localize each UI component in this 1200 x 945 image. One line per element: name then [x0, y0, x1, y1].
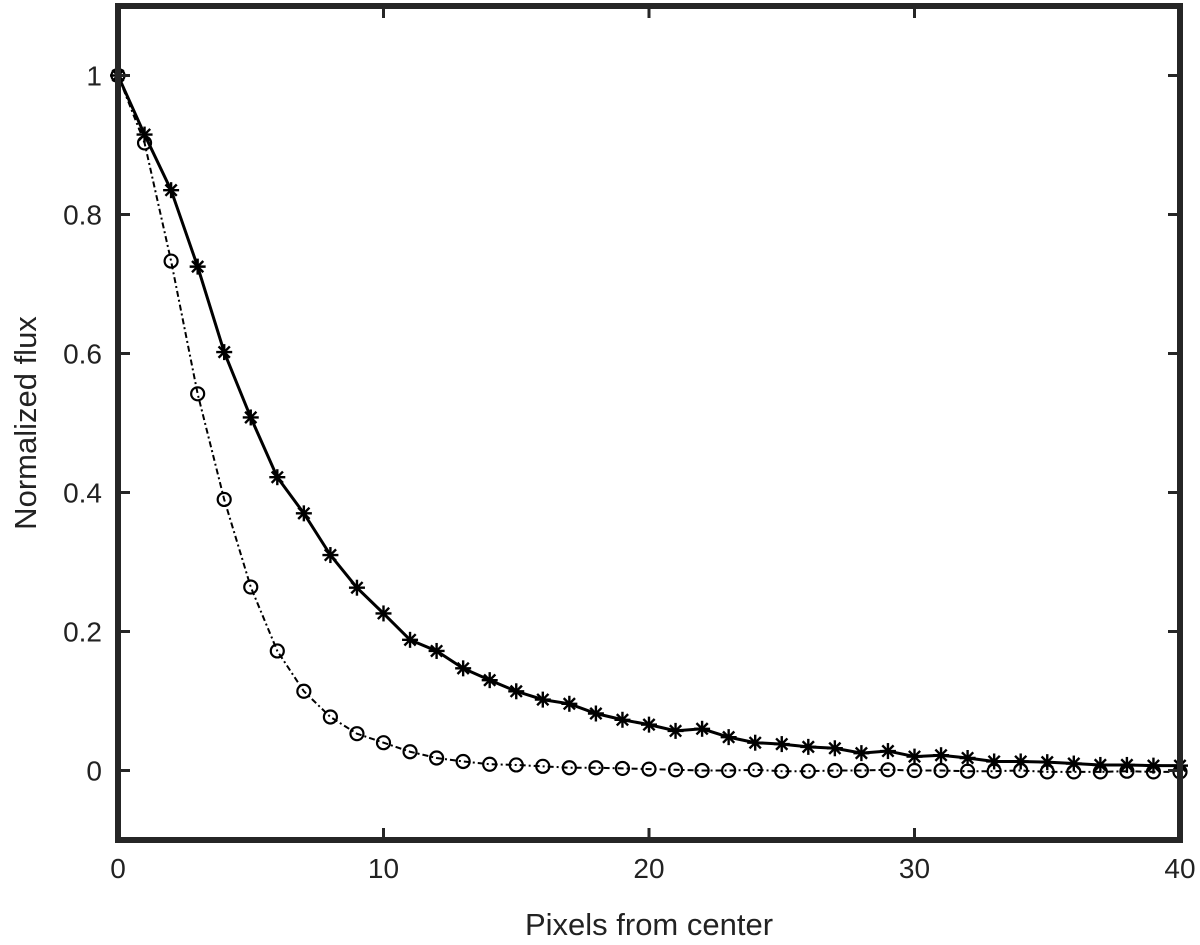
series-2-point — [933, 762, 949, 779]
series-1-point — [720, 729, 737, 746]
series-1-point — [189, 258, 206, 275]
series-2-point — [375, 735, 392, 751]
series-2-point — [986, 763, 1002, 779]
series-1-point — [481, 672, 498, 689]
series-2-point — [721, 762, 737, 779]
x-axis-label: Pixels from center — [525, 907, 773, 942]
series-2-point — [561, 760, 577, 776]
series-1-point — [773, 736, 790, 753]
series-1-point — [906, 748, 923, 765]
series-2-point — [508, 757, 524, 773]
series-1-point — [959, 749, 976, 766]
series-2-point — [1066, 764, 1082, 780]
series-1-point — [269, 469, 286, 486]
series-2-point — [747, 762, 763, 778]
series-1-point — [295, 505, 312, 522]
series-1-point — [242, 409, 259, 426]
series-1-point — [163, 182, 180, 199]
series-2-point — [1092, 764, 1108, 780]
series-1-point — [322, 547, 339, 564]
series-2-point — [774, 763, 790, 779]
series-2-point — [535, 758, 551, 774]
series-2-point — [402, 744, 418, 760]
series-2-point — [667, 762, 684, 778]
x-tick-label: 30 — [899, 853, 930, 884]
y-tick-label: 0.6 — [63, 339, 102, 370]
series-1-point — [587, 705, 604, 722]
series-2-point — [322, 709, 338, 725]
y-tick-label: 0.8 — [63, 200, 102, 231]
series-2-point — [349, 726, 365, 742]
series-2-point — [827, 762, 843, 779]
series-2-point — [959, 763, 976, 779]
series-1-point — [853, 745, 870, 762]
series-1-point — [800, 738, 817, 755]
series-1-point — [455, 660, 472, 677]
series-2-point — [588, 760, 604, 776]
series-2-point — [1039, 764, 1055, 780]
series-1-point — [614, 711, 631, 728]
series-2-point — [216, 491, 232, 508]
series-2-point — [429, 750, 445, 766]
plot-frame — [115, 3, 1183, 843]
series-2-point — [641, 761, 657, 777]
x-tick-label: 0 — [110, 853, 126, 884]
series-1-point — [694, 720, 711, 737]
series-1-point — [933, 747, 950, 764]
series-1-point — [667, 722, 684, 739]
series-2-point — [1013, 762, 1029, 779]
y-tick-label: 0 — [86, 756, 102, 787]
series-1-point — [428, 642, 445, 659]
series-2-point — [614, 760, 631, 777]
series-2-point — [906, 762, 923, 779]
series-2-point — [482, 756, 498, 772]
series-1-point — [375, 605, 392, 622]
series-1-point — [402, 631, 419, 648]
series-2-point — [1119, 763, 1135, 779]
series-1-point — [216, 344, 233, 361]
x-tick-label: 10 — [368, 853, 399, 884]
series-1-point — [641, 716, 657, 733]
series-2-point — [455, 753, 471, 770]
series-2-point — [163, 253, 179, 269]
series-2-point — [853, 762, 870, 779]
series-1-point — [534, 691, 551, 708]
series-1-point — [747, 734, 764, 751]
series-1-point — [508, 683, 525, 700]
series-2-point — [136, 135, 153, 151]
y-tick-label: 0.2 — [63, 617, 102, 648]
series-1-point — [348, 579, 365, 596]
x-tick-label: 40 — [1164, 853, 1195, 884]
series-2-point — [190, 386, 206, 402]
series-2-point — [269, 643, 285, 659]
y-axis-label: Normalized flux — [8, 316, 43, 530]
series-2-line — [117, 75, 1180, 773]
series-1-line — [116, 74, 1180, 768]
series-1-point — [879, 743, 896, 760]
series-1-point — [561, 695, 578, 712]
series-2-point — [694, 762, 710, 779]
series-2-point — [1145, 764, 1162, 780]
series-2-point — [296, 683, 312, 699]
series-2-point — [243, 579, 259, 595]
x-tick-label: 20 — [633, 853, 664, 884]
y-tick-label: 0.4 — [63, 478, 102, 509]
series-1-point — [826, 740, 843, 757]
series-2-point — [880, 762, 896, 778]
y-tick-label: 1 — [86, 61, 102, 92]
series-2-point — [800, 763, 816, 779]
